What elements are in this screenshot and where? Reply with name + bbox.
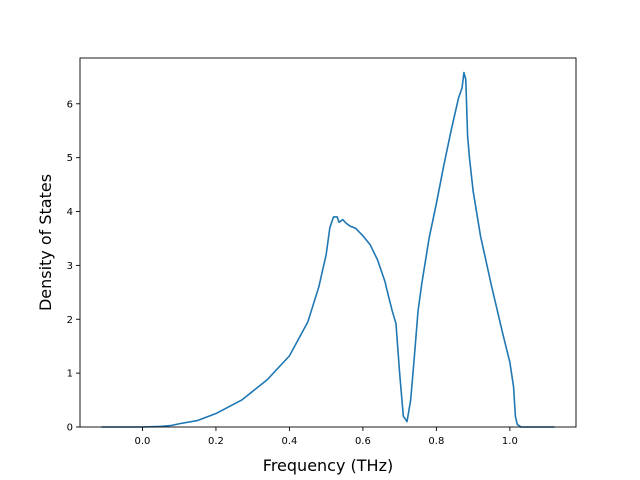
y-tick-label: 2 bbox=[67, 315, 73, 326]
x-tick-label: 1.0 bbox=[502, 436, 518, 447]
x-tick-label: 0.8 bbox=[428, 436, 444, 447]
series-line-0 bbox=[101, 71, 555, 428]
y-tick-label: 0 bbox=[67, 423, 73, 434]
y-tick-label: 4 bbox=[67, 207, 73, 218]
y-tick-label: 3 bbox=[67, 261, 73, 272]
y-tick-label: 6 bbox=[67, 99, 73, 110]
x-axis-label: Frequency (THz) bbox=[263, 456, 393, 475]
y-tick-label: 5 bbox=[67, 153, 73, 164]
y-axis-label: Density of States bbox=[36, 174, 55, 311]
plot-area: 0.0 0.2 0.4 0.6 0.8 1.0 0 1 2 3 4 5 6 bbox=[67, 57, 577, 447]
x-tick-label: 0.2 bbox=[208, 436, 224, 447]
axes-frame bbox=[79, 57, 577, 428]
x-tick-label: 0.6 bbox=[355, 436, 371, 447]
x-tick-label: 0.0 bbox=[135, 436, 151, 447]
y-tick-label: 1 bbox=[67, 369, 73, 380]
x-tick-label: 0.4 bbox=[281, 436, 297, 447]
